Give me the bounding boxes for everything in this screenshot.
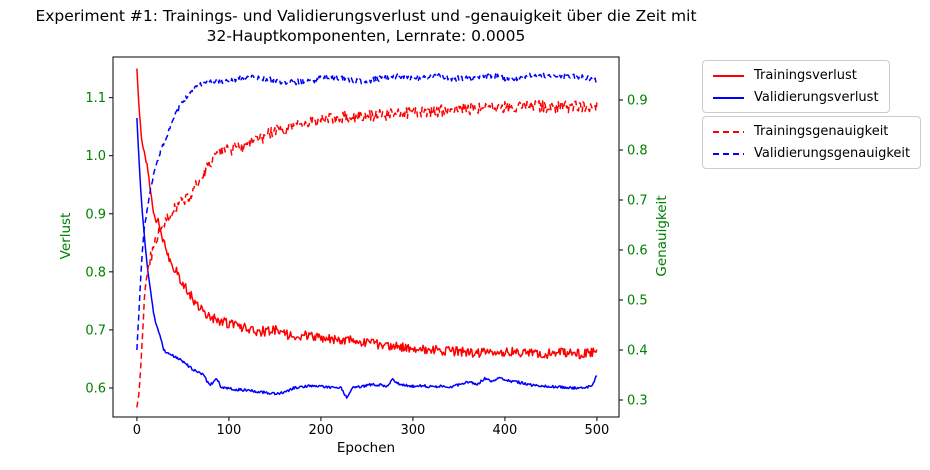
x-tick-label: 0 [133, 423, 141, 438]
legend-entry-validierungsverlust: Validierungsverlust [713, 90, 879, 105]
chart-title-line-2: 32-Hauptkomponenten, Lernrate: 0.0005 [206, 27, 526, 45]
legend-entry-trainingsgenauigkeit: Trainingsgenauigkeit [713, 124, 910, 139]
chart-title-line-1: Experiment #1: Trainings- und Validierun… [35, 7, 697, 25]
series-line-validierungsgenauigkeit [136, 72, 598, 351]
loss-tick-label: 0.9 [85, 207, 106, 222]
legend-accuracy: Trainingsgenauigkeit Validierungsgenauig… [702, 116, 922, 169]
legend-label: Trainingsverlust [754, 68, 857, 83]
x-tick-label: 400 [493, 423, 518, 438]
loss-tick-label: 0.7 [85, 323, 106, 338]
x-tick-label: 200 [309, 423, 334, 438]
acc-tick-label: 0.7 [627, 194, 648, 209]
legend-label: Trainingsgenauigkeit [754, 124, 889, 139]
legend-line-red-solid [713, 74, 744, 77]
loss-tick-label: 0.8 [85, 265, 106, 280]
acc-tick-label: 0.3 [627, 394, 648, 409]
legend-label: Validierungsverlust [754, 90, 879, 105]
legend-entry-trainingsverlust: Trainingsverlust [713, 68, 879, 83]
series-line-trainingsgenauigkeit [136, 99, 598, 408]
acc-tick-label: 0.8 [627, 144, 648, 159]
loss-tick-label: 0.6 [85, 381, 106, 396]
legend-entry-validierungsgenauigkeit: Validierungsgenauigkeit [713, 146, 910, 161]
y-axis-label-loss: Verlust [58, 212, 74, 260]
y-axis-label-accuracy: Genauigkeit [654, 195, 670, 277]
acc-tick-label: 0.4 [627, 344, 648, 359]
legend-label: Validierungsgenauigkeit [754, 146, 911, 161]
acc-tick-label: 0.9 [627, 94, 648, 109]
chart-title: Experiment #1: Trainings- und Validierun… [3, 6, 729, 46]
legend-line-blue-dashed [713, 152, 744, 155]
series-line-trainingsverlust [136, 68, 598, 360]
x-tick-label: 500 [585, 423, 610, 438]
legend-line-blue-solid [713, 96, 744, 99]
loss-tick-label: 1.1 [85, 91, 106, 106]
legend-line-red-dashed [713, 130, 744, 133]
x-axis-label: Epochen [336, 440, 396, 456]
loss-tick-label: 1.0 [85, 149, 106, 164]
series-line-validierungsverlust [136, 117, 598, 399]
acc-tick-label: 0.6 [627, 244, 648, 259]
legend-loss: Trainingsverlust Validierungsverlust [702, 60, 890, 113]
x-tick-label: 100 [217, 423, 242, 438]
acc-tick-label: 0.5 [627, 294, 648, 309]
plot-border [112, 56, 620, 418]
x-tick-label: 300 [401, 423, 426, 438]
